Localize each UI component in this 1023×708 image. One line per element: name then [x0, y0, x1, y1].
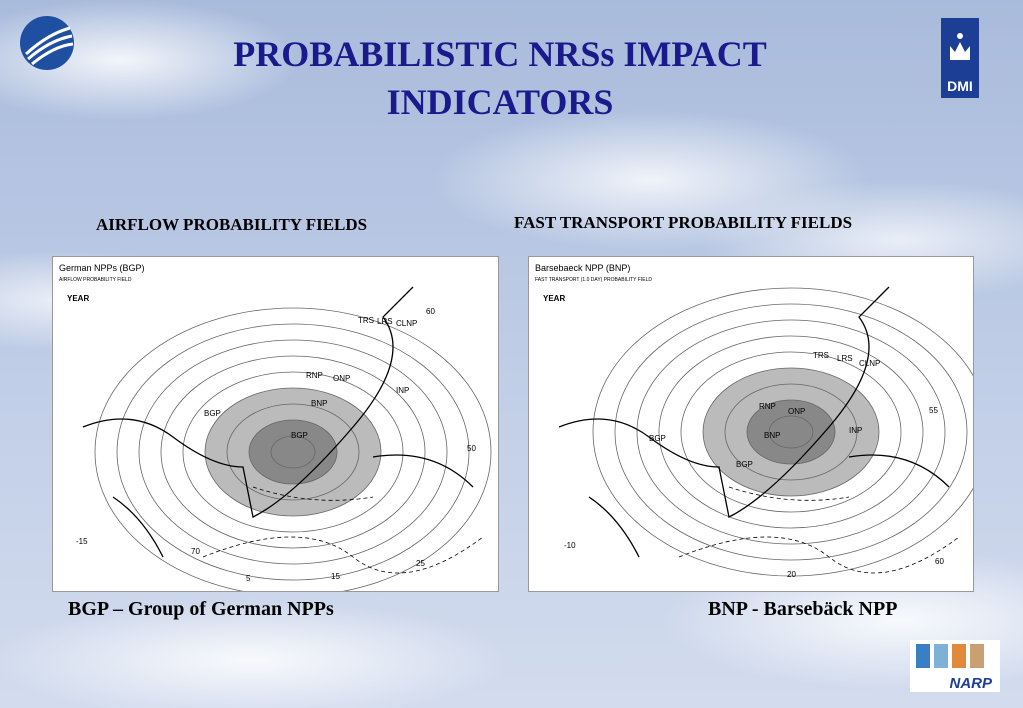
- map-label: BGP: [649, 434, 666, 443]
- map-label: CLNP: [396, 319, 417, 328]
- map-label: TRS: [358, 316, 374, 325]
- map-label: BGP: [736, 460, 753, 469]
- map-label: RNP: [759, 402, 776, 411]
- contour: [138, 339, 448, 565]
- map-period: YEAR: [543, 294, 565, 303]
- map-label: BGP: [204, 409, 221, 418]
- dmi-text: DMI: [947, 78, 973, 94]
- map-label: INP: [396, 386, 409, 395]
- border: [678, 486, 960, 574]
- narp-logo: NARP: [910, 640, 1000, 692]
- map-label: TRS: [813, 351, 829, 360]
- contour: [182, 371, 404, 533]
- map-title: German NPPs (BGP): [59, 263, 145, 273]
- narp-text: NARP: [949, 675, 992, 692]
- contour: [270, 435, 316, 469]
- nordic-logo: [20, 16, 74, 70]
- dmi-logo: DMI: [941, 18, 979, 98]
- map: German NPPs (BGP) AIRFLOW PROBABILITY FIE…: [59, 263, 492, 597]
- map-label: 60: [426, 307, 435, 316]
- coastline: [82, 286, 474, 558]
- panel-caption: BNP - Barsebäck NPP: [708, 598, 898, 620]
- map-subtitle: FAST TRANSPORT (1.0 DAY) PROBABILITY FIE…: [535, 277, 652, 283]
- map-label: BNP: [311, 399, 327, 408]
- border: [202, 486, 484, 574]
- map-panel: Barsebaeck NPP (BNP) FAST TRANSPORT (1.0 …: [528, 256, 990, 592]
- contour: [636, 319, 946, 545]
- contour: [680, 351, 902, 513]
- map-subtitle: AIRFLOW PROBABILITY FIELD: [59, 277, 132, 283]
- map-label: 55: [929, 406, 938, 415]
- contour: [160, 355, 426, 549]
- map-label: 70: [191, 547, 200, 556]
- map-label: RNP: [306, 371, 323, 380]
- map: Barsebaeck NPP (BNP) FAST TRANSPORT (1.0 …: [535, 263, 990, 579]
- map-label: 60: [935, 557, 944, 566]
- panel-heading: FAST TRANSPORT PROBABILITY FIELDS: [514, 213, 853, 232]
- map-label: LRS: [377, 317, 393, 326]
- map-label: 5: [246, 574, 251, 583]
- map-title: Barsebaeck NPP (BNP): [535, 263, 630, 273]
- contour: [614, 303, 968, 561]
- map-label: 25: [416, 559, 425, 568]
- panel-heading: AIRFLOW PROBABILITY FIELDS: [96, 215, 368, 234]
- map-label: ONP: [788, 407, 805, 416]
- map-label: 15: [331, 572, 340, 581]
- contour: [116, 323, 470, 581]
- slide-title: PROBABILISTIC NRSs IMPACT INDICATORS: [233, 34, 767, 122]
- contour: [658, 335, 924, 529]
- map-period: YEAR: [67, 294, 89, 303]
- map-label: 50: [467, 444, 476, 453]
- panel-caption: BGP – Group of German NPPs: [68, 598, 334, 620]
- map-label: -15: [76, 537, 88, 546]
- map-label: BNP: [764, 431, 780, 440]
- map-label: ONP: [333, 374, 350, 383]
- map-label: INP: [849, 426, 862, 435]
- map-label: CLNP: [859, 359, 880, 368]
- map-label: BGP: [291, 431, 308, 440]
- contour: [768, 415, 814, 449]
- coastline: [558, 286, 950, 558]
- map-label: 20: [787, 570, 796, 579]
- map-label: LRS: [837, 354, 853, 363]
- map-label: -10: [564, 541, 576, 550]
- map-panel: German NPPs (BGP) AIRFLOW PROBABILITY FIE…: [52, 256, 499, 597]
